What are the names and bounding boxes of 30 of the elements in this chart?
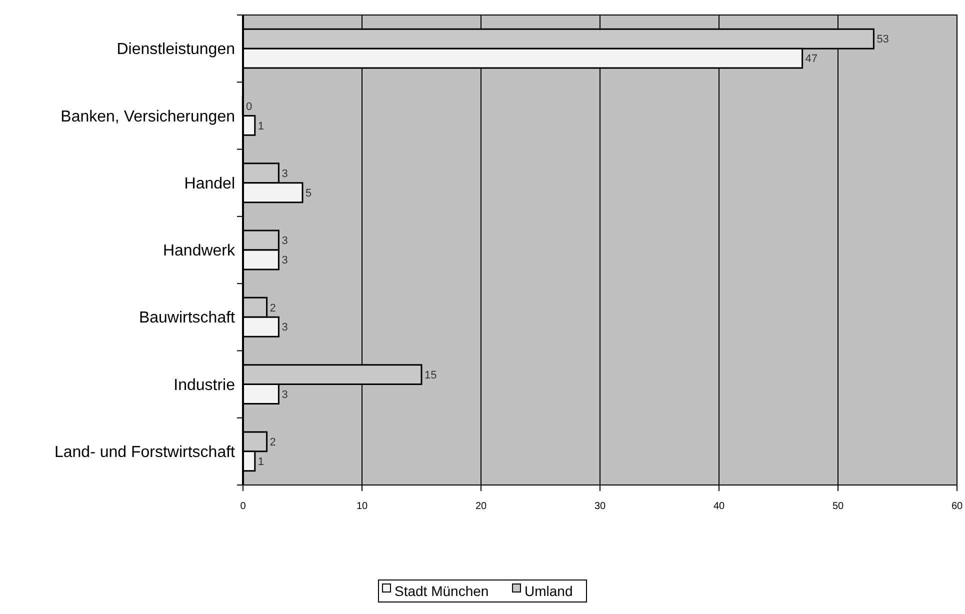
y-tick-label: Land- und Forstwirtschaft (54, 444, 236, 462)
data-label: 3 (282, 168, 288, 180)
x-tick-label: 50 (832, 501, 844, 512)
data-label: 3 (282, 322, 288, 334)
data-label: 5 (306, 187, 312, 200)
data-label: 2 (270, 302, 276, 314)
y-tick-label: Dienstleistungen (116, 41, 235, 58)
data-label: 0 (246, 100, 252, 113)
data-label: 3 (282, 388, 288, 401)
data-label: 15 (424, 369, 437, 382)
legend-label: Stadt München (394, 583, 489, 599)
data-label: 47 (805, 53, 818, 66)
y-tick-label: Banken, Versicherungen (60, 108, 235, 126)
x-tick-label: 30 (594, 501, 606, 512)
x-tick-label: 20 (475, 501, 487, 512)
x-tick-label: 60 (951, 501, 963, 512)
data-label: 3 (282, 254, 288, 267)
legend-label: Umland (524, 583, 573, 599)
data-label: 1 (258, 456, 264, 468)
x-tick-label: 10 (356, 501, 368, 512)
data-label: 1 (258, 120, 264, 132)
y-tick-label: Handel (184, 175, 235, 192)
y-tick-label: Bauwirtschaft (138, 310, 236, 327)
data-label: 3 (282, 235, 288, 248)
x-tick-label: 40 (713, 501, 725, 512)
data-label: 2 (270, 436, 276, 449)
y-tick-label: Handwerk (162, 242, 236, 260)
y-tick-label: Industrie (174, 376, 236, 394)
x-tick-label: 0 (240, 501, 246, 512)
data-label: 53 (876, 34, 889, 46)
